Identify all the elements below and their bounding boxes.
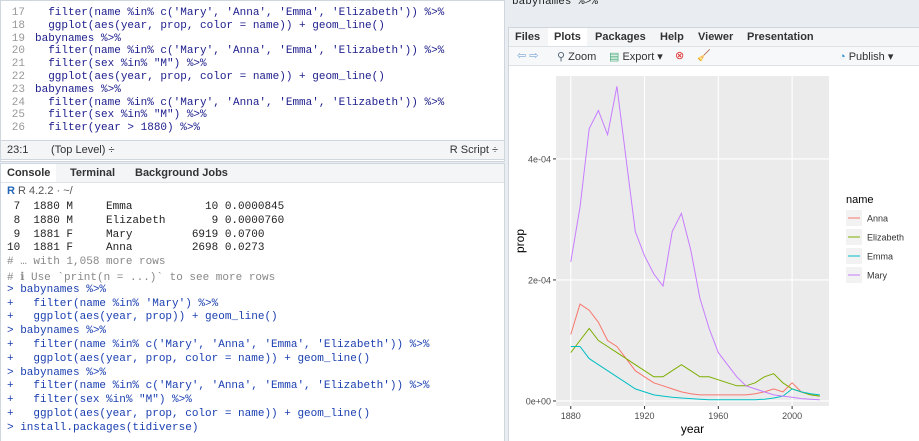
- console-tab-bar: Console Terminal Background Jobs: [1, 164, 504, 183]
- nav-arrows[interactable]: ⇦ ⇨: [517, 50, 539, 62]
- top-code: babynames %>%: [512, 0, 598, 8]
- code-line: filter(sex %in% "M") %>%: [35, 109, 207, 122]
- line-number: 18: [11, 19, 25, 32]
- console-line: + filter(name %in% 'Mary') %>%: [7, 297, 219, 310]
- code-line: filter(name %in% c('Mary', 'Anna', 'Emma…: [35, 7, 445, 19]
- code-line: filter(year > 1880) %>%: [35, 122, 201, 135]
- viewer-tab-bar: Files Plots Packages Help Viewer Presentation: [509, 28, 919, 47]
- line-number: 22: [11, 71, 25, 83]
- console-tab[interactable]: Background Jobs: [135, 167, 228, 179]
- console-tab[interactable]: Console: [1, 164, 57, 182]
- console-line: + ggplot(aes(year, prop, color = name)) …: [7, 352, 371, 365]
- console-pane: Console Terminal Background Jobs R R 4.2.2…: [0, 163, 505, 441]
- code-line: ggplot(aes(year, prop, color = name)) + …: [35, 19, 385, 32]
- series-line: [570, 86, 820, 401]
- r-version: R 4.2.2 · ~/: [18, 185, 73, 197]
- export-label: Export ▾: [622, 51, 663, 63]
- console-line: 9 1881 F Mary 6919 0.0700: [7, 228, 265, 241]
- panel-background: [556, 76, 829, 406]
- legend-label: Mary: [867, 271, 887, 281]
- console-line: 10 1881 F Anna 2698 0.0273: [7, 242, 265, 255]
- viewer-tab[interactable]: Help: [660, 31, 684, 43]
- editor-pane: 17 filter(name %in% c('Mary', 'Anna', 'E…: [0, 0, 505, 162]
- code-line: babynames %>%: [35, 83, 121, 96]
- viewer-tab[interactable]: Viewer: [698, 31, 734, 43]
- legend-label: Emma: [867, 252, 893, 262]
- code-line: filter(name %in% c('Mary', 'Anna', 'Emma…: [35, 45, 445, 58]
- editor-status-bar: 23:1 (Top Level) ÷ R Script ÷: [0, 140, 505, 160]
- line-number: 20: [11, 45, 25, 58]
- x-tick-label: 1920: [635, 411, 655, 421]
- series-line: [570, 346, 820, 401]
- console-line: 7 1880 M Emma 10 0.0000845: [7, 201, 285, 213]
- zoom-button[interactable]: ⚲ Zoom: [557, 51, 597, 63]
- line-number: 17: [11, 7, 25, 19]
- code-line: ggplot(aes(year, prop, color = name)) + …: [35, 71, 385, 83]
- file-type-menu[interactable]: R Script ÷: [449, 144, 498, 156]
- console-line: # ℹ Use `print(n = ...)` to see more row…: [7, 272, 276, 284]
- line-number: 19: [11, 32, 25, 45]
- console-line: + filter(sex %in% "M") %>%: [7, 394, 192, 407]
- line-number: 21: [11, 58, 25, 71]
- console-line: + filter(name %in% c('Mary', 'Anna', 'Em…: [7, 339, 430, 351]
- r-version-path: R R 4.2.2 · ~/: [7, 185, 73, 197]
- x-tick-label: 1880: [561, 411, 581, 421]
- code-line: babynames %>%: [35, 32, 121, 45]
- legend-label: Elizabeth: [867, 233, 904, 243]
- console-line: + filter(name %in% c('Mary', 'Anna', 'Em…: [7, 380, 430, 393]
- r-icon: R: [7, 185, 18, 197]
- x-tick-label: 2000: [782, 411, 802, 421]
- remove-plot-button[interactable]: ⊗: [675, 50, 685, 62]
- line-number: 23: [11, 83, 25, 96]
- series-line: [570, 327, 820, 397]
- viewer-tab[interactable]: Presentation: [747, 31, 814, 43]
- console-tab[interactable]: Terminal: [70, 167, 116, 179]
- console-line: > babynames %>%: [7, 283, 107, 296]
- scope-menu[interactable]: (Top Level) ÷: [51, 144, 115, 156]
- publish-button[interactable]: ◔ Publish ▾: [839, 51, 894, 63]
- line-number: 26: [11, 122, 25, 135]
- x-tick-label: 1960: [708, 411, 728, 421]
- console-line: # … with 1,058 more rows: [7, 256, 166, 269]
- x-axis-label: year: [681, 422, 704, 436]
- cursor-position: 23:1: [7, 144, 29, 156]
- console-line: + ggplot(aes(year, prop, color = name)) …: [7, 408, 371, 420]
- y-axis-label: prop: [513, 229, 527, 253]
- plot-toolbar: ⇦ ⇨ ⚲ Zoom ▤ Export ▾ ⊗ 🧹 ◔ Publish ▾: [509, 47, 919, 66]
- code-line: filter(sex %in% "M") %>%: [35, 58, 207, 71]
- legend-label: Anna: [867, 214, 888, 224]
- clear-plots-button[interactable]: 🧹: [697, 50, 711, 62]
- code-line: filter(name %in% c('Mary', 'Anna', 'Emma…: [35, 96, 445, 109]
- line-number: 25: [11, 109, 25, 122]
- legend-title: name: [846, 194, 874, 206]
- publish-label: Publish ▾: [848, 51, 894, 63]
- console-line: 8 1880 M Elizabeth 9 0.0000760: [7, 214, 285, 227]
- plot: 0e+00 2e-04 4e-04 1880 1920 1960 2000 year prop n…: [513, 76, 904, 436]
- line-number: 24: [11, 96, 25, 109]
- y-tick-label: 0e+00: [526, 396, 551, 406]
- console-line: + ggplot(aes(year, prop)) + geom_line(): [7, 311, 278, 324]
- y-tick-label: 4e-04: [528, 154, 551, 164]
- export-button[interactable]: ▤ Export ▾: [609, 51, 663, 63]
- series-line: [570, 303, 820, 397]
- viewer-tab[interactable]: Files: [515, 31, 541, 43]
- viewer-tab[interactable]: Plots: [548, 28, 587, 46]
- console-line: > install.packages(tidiverse): [7, 421, 199, 434]
- viewer-tab[interactable]: Packages: [595, 31, 646, 43]
- console-line: > babynames %>%: [7, 325, 107, 338]
- console-line: > babynames %>%: [7, 366, 107, 379]
- zoom-label: Zoom: [568, 51, 597, 63]
- y-tick-label: 2e-04: [528, 275, 551, 285]
- viewer-pane: Files Plots Packages Help Viewer Presentation…: [508, 27, 919, 441]
